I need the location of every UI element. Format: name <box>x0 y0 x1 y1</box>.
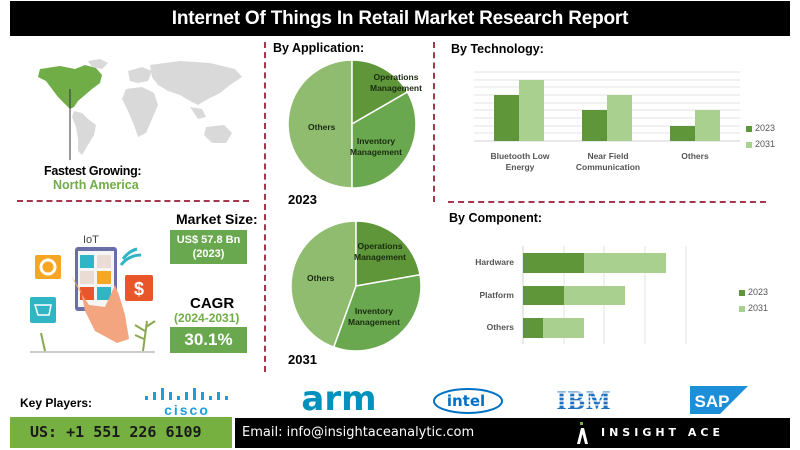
pie-2023-label-others: Others <box>308 122 336 132</box>
bar-hardware-2031 <box>584 253 666 273</box>
svg-text:cisco: cisco <box>164 402 210 416</box>
bar-nfc-2023 <box>582 110 607 141</box>
svg-text:SAP: SAP <box>695 392 730 411</box>
pie-slice-operations <box>351 59 409 126</box>
legend-swatch-2023 <box>746 125 752 132</box>
pie-slice-others <box>290 220 357 349</box>
insight-ace-logo-icon <box>577 422 588 444</box>
footer-bar: Email: info@insightaceanalytic.com INSIG… <box>235 418 790 448</box>
cagr-period: (2024-2031) <box>174 311 240 325</box>
market-size-value: US$ 57.8 Bn <box>176 234 241 246</box>
north-america-region <box>38 65 102 109</box>
world-map <box>38 59 242 160</box>
bar-others-2031 <box>543 318 584 338</box>
pie-2031-label-inventory: Inventory Management <box>348 306 400 327</box>
divider-horizontal-right <box>448 201 766 203</box>
wifi-signal-icon <box>119 247 142 266</box>
market-size-year: (2023) <box>192 248 225 260</box>
pie-2023-label-inventory: Inventory Management <box>350 136 402 157</box>
gear-icon <box>35 255 61 279</box>
divider-horizontal-left <box>17 200 249 202</box>
arm-logo: arm <box>301 383 376 415</box>
phone-contact[interactable]: US: +1 551 226 6109 <box>10 417 232 448</box>
market-size-badge: US$ 57.8 Bn (2023) <box>170 230 247 264</box>
sap-logo: SAP <box>690 386 748 414</box>
svg-text:arm: arm <box>301 383 376 415</box>
tech-category-ble: Bluetooth Low Energy <box>490 151 550 172</box>
component-legend: 2023 2031 <box>739 284 768 316</box>
dollar-icon: $ <box>125 275 153 301</box>
component-bar-chart <box>522 246 687 344</box>
pie-2023-year: 2023 <box>288 192 317 207</box>
svg-text:intel: intel <box>447 392 485 410</box>
intel-logo: intel <box>433 388 503 414</box>
tech-category-others: Others <box>681 151 709 161</box>
smartphone-icon <box>75 247 117 311</box>
pie-slice-inventory <box>351 90 417 189</box>
bar-ble-2023 <box>494 95 519 141</box>
application-pie-2031 <box>290 220 422 352</box>
email-contact[interactable]: Email: info@insightaceanalytic.com <box>242 425 475 440</box>
cagr-value: 30.1% <box>170 327 247 353</box>
legend-swatch-2023 <box>739 289 745 296</box>
hand-icon <box>71 275 129 343</box>
pie-2031-label-operations: Operations Management <box>354 241 406 262</box>
component-heading: By Component: <box>449 211 543 225</box>
bar-hardware-2023 <box>523 253 584 273</box>
technology-legend: 2023 2031 <box>746 120 775 152</box>
bar-platform-2023 <box>523 286 564 305</box>
brand-name: INSIGHT ACE ANALYTIC <box>601 426 724 439</box>
plant-icon <box>40 320 156 352</box>
bar-others-2023 <box>523 318 543 338</box>
shopping-cart-icon <box>30 297 56 323</box>
component-category-hardware: Hardware <box>475 257 514 267</box>
fastest-growing-label: Fastest Growing: <box>44 164 142 178</box>
application-pie-2023 <box>287 59 417 189</box>
pie-slice-operations <box>355 220 421 287</box>
cagr-label: CAGR <box>190 295 235 312</box>
component-category-others: Others <box>486 322 514 332</box>
divider-vertical-left <box>264 42 266 372</box>
market-size-label: Market Size: <box>176 211 258 227</box>
cisco-logo: cisco <box>145 388 228 416</box>
svg-text:IBM: IBM <box>557 387 612 413</box>
svg-text:$: $ <box>134 279 144 299</box>
legend-swatch-2031 <box>746 141 752 148</box>
technology-bar-chart <box>474 71 740 142</box>
bar-platform-2031 <box>564 286 625 305</box>
pie-2023-label-operations: Operations Management <box>370 72 422 93</box>
component-category-platform: Platform <box>479 290 514 300</box>
iot-retail-illustration: $ <box>30 247 156 353</box>
divider-vertical-right <box>433 42 435 202</box>
report-title: Internet Of Things In Retail Market Rese… <box>10 1 790 36</box>
tech-category-nfc: Near Field Communication <box>575 151 641 172</box>
ibm-logo: IBM <box>548 387 622 413</box>
iot-label: IoT <box>83 234 99 246</box>
bar-others-2023 <box>670 126 695 141</box>
technology-heading: By Technology: <box>451 42 544 56</box>
bar-ble-2031 <box>519 80 544 141</box>
bar-others-2031 <box>695 110 720 141</box>
bar-nfc-2031 <box>607 95 632 141</box>
pie-2031-year: 2031 <box>288 352 317 367</box>
key-players-label: Key Players: <box>20 396 93 410</box>
pie-2031-label-others: Others <box>307 273 335 283</box>
legend-swatch-2031 <box>739 305 745 312</box>
fastest-growing-region: North America <box>53 178 139 192</box>
pie-slice-inventory <box>332 273 422 352</box>
application-heading: By Application: <box>273 41 365 55</box>
pie-slice-others <box>287 59 353 189</box>
